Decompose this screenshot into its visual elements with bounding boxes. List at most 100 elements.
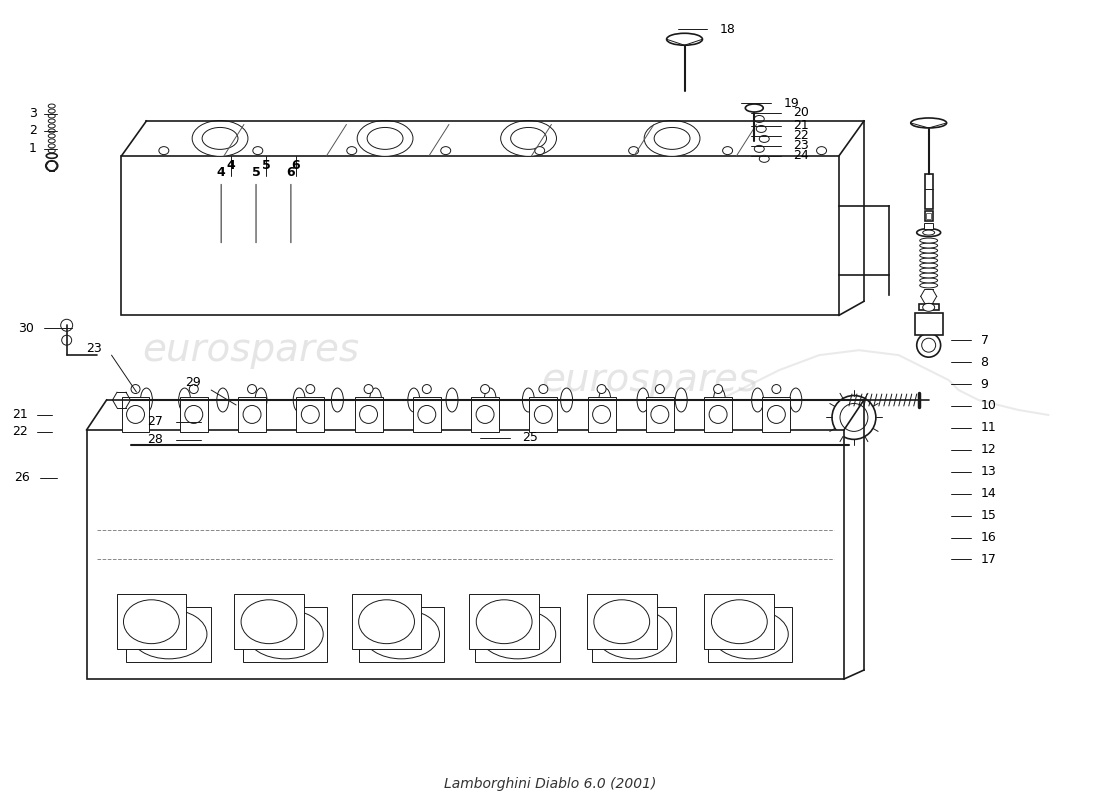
Ellipse shape (476, 600, 532, 644)
Bar (359, 606, 443, 662)
Bar (587, 594, 657, 649)
Ellipse shape (675, 433, 688, 457)
Bar (704, 594, 774, 649)
Ellipse shape (510, 127, 547, 150)
Text: 29: 29 (186, 375, 201, 389)
Ellipse shape (202, 127, 238, 150)
Bar (412, 397, 441, 432)
Bar (471, 397, 499, 432)
Ellipse shape (126, 406, 144, 423)
Ellipse shape (294, 388, 305, 412)
Text: 30: 30 (18, 322, 34, 334)
Ellipse shape (141, 433, 153, 457)
Ellipse shape (920, 243, 937, 248)
Ellipse shape (408, 433, 420, 457)
Bar (592, 606, 676, 662)
Ellipse shape (359, 600, 415, 644)
Ellipse shape (480, 610, 556, 659)
Text: 3: 3 (29, 107, 36, 121)
Text: 20: 20 (793, 106, 808, 119)
Text: 4: 4 (227, 159, 235, 172)
Ellipse shape (48, 139, 55, 143)
Ellipse shape (539, 385, 548, 394)
Ellipse shape (916, 229, 940, 237)
Ellipse shape (158, 146, 168, 154)
Ellipse shape (656, 385, 664, 394)
Ellipse shape (768, 406, 785, 423)
Ellipse shape (832, 395, 876, 439)
Text: 5: 5 (262, 159, 271, 172)
Ellipse shape (593, 406, 611, 423)
Bar (925, 174, 933, 209)
Bar (126, 606, 211, 662)
Bar (926, 213, 932, 218)
Text: 7: 7 (980, 334, 989, 346)
Ellipse shape (920, 248, 937, 253)
Ellipse shape (714, 385, 723, 394)
Ellipse shape (141, 388, 153, 412)
Ellipse shape (422, 385, 431, 394)
Ellipse shape (710, 406, 727, 423)
Ellipse shape (759, 135, 769, 142)
Ellipse shape (178, 388, 190, 412)
Ellipse shape (751, 388, 763, 412)
Ellipse shape (192, 121, 248, 156)
Text: 25: 25 (522, 431, 538, 444)
Ellipse shape (60, 319, 73, 331)
Ellipse shape (561, 433, 573, 457)
Bar (470, 594, 539, 649)
Ellipse shape (755, 115, 764, 122)
Text: 17: 17 (980, 553, 997, 566)
Ellipse shape (255, 433, 267, 457)
Ellipse shape (923, 303, 935, 311)
Ellipse shape (916, 334, 940, 357)
Text: 5: 5 (252, 166, 261, 242)
Ellipse shape (441, 146, 451, 154)
Ellipse shape (723, 146, 733, 154)
Ellipse shape (790, 388, 802, 412)
Bar (925, 210, 933, 221)
Ellipse shape (48, 144, 55, 148)
Ellipse shape (746, 104, 763, 112)
Text: 19: 19 (783, 97, 799, 110)
Bar (238, 397, 266, 432)
Ellipse shape (675, 388, 688, 412)
Text: 13: 13 (980, 466, 997, 478)
Ellipse shape (331, 433, 343, 457)
Ellipse shape (217, 433, 229, 457)
Ellipse shape (48, 134, 55, 138)
Ellipse shape (667, 34, 703, 46)
Ellipse shape (418, 406, 436, 423)
Ellipse shape (598, 433, 611, 457)
Text: eurospares: eurospares (143, 331, 360, 369)
Text: 8: 8 (980, 356, 989, 369)
Ellipse shape (360, 406, 377, 423)
Bar (529, 397, 558, 432)
Bar (704, 397, 733, 432)
Ellipse shape (637, 388, 649, 412)
Text: 23: 23 (793, 139, 808, 152)
Ellipse shape (346, 146, 356, 154)
Ellipse shape (131, 385, 140, 394)
Bar (122, 397, 150, 432)
Ellipse shape (923, 230, 935, 235)
Ellipse shape (535, 406, 552, 423)
Ellipse shape (594, 600, 650, 644)
Ellipse shape (755, 146, 764, 152)
Text: 2: 2 (29, 125, 36, 138)
Text: 23: 23 (86, 342, 101, 354)
Ellipse shape (248, 385, 256, 394)
Text: 22: 22 (12, 426, 28, 438)
Ellipse shape (920, 273, 937, 278)
Text: 21: 21 (12, 409, 28, 422)
Ellipse shape (48, 114, 55, 118)
Text: 1: 1 (29, 142, 36, 155)
Bar (117, 594, 186, 649)
Ellipse shape (790, 433, 802, 457)
Ellipse shape (922, 338, 936, 352)
Ellipse shape (757, 126, 767, 133)
Ellipse shape (243, 406, 261, 423)
Text: 27: 27 (147, 415, 163, 429)
Ellipse shape (476, 406, 494, 423)
Text: 15: 15 (980, 509, 997, 522)
